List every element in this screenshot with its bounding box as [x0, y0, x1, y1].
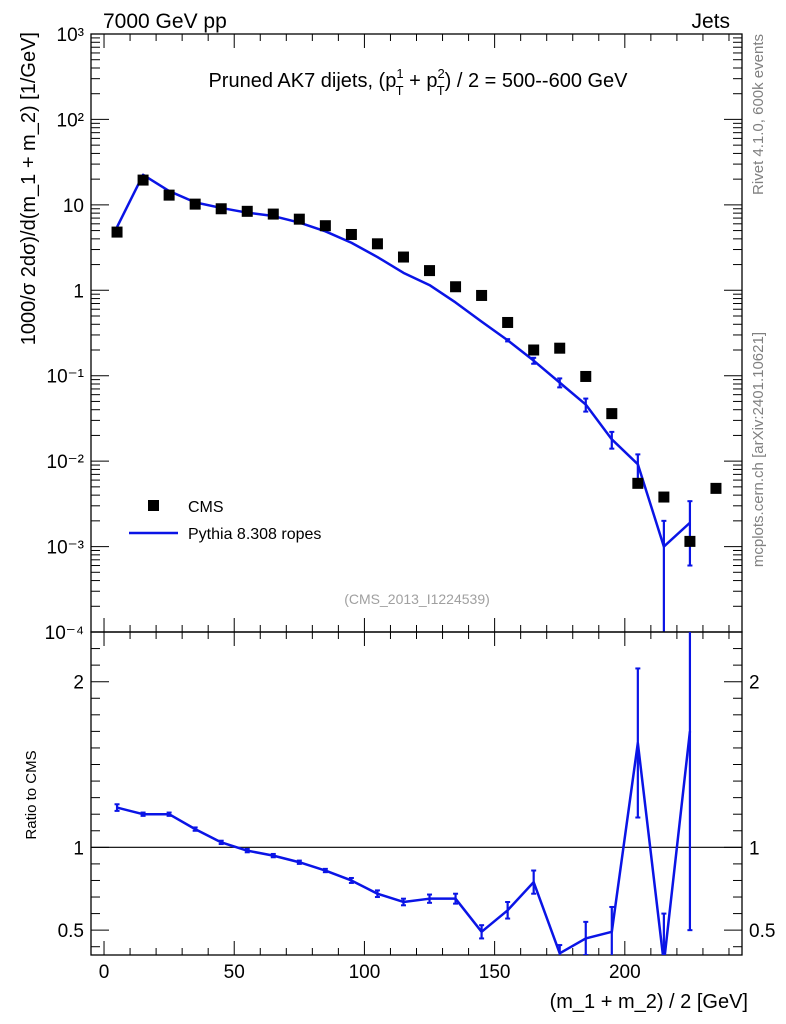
cms-data-point [658, 491, 670, 503]
cms-data-point [684, 535, 696, 547]
cms-data-point [345, 228, 357, 240]
ratio-y-axis-title: Ratio to CMS [23, 750, 40, 839]
ratio-y-tick-label-right: 1 [749, 838, 760, 859]
cms-data-point [397, 251, 409, 263]
cms-data-point [137, 174, 149, 186]
mc-line [115, 173, 691, 548]
cms-data-point [319, 220, 331, 232]
cms-data-point [450, 281, 462, 293]
ratio-x-tick-label: 150 [479, 962, 511, 983]
cms-data-point [424, 265, 436, 277]
x-axis-title: (m_1 + m_2) / 2 [GeV] [550, 991, 748, 1013]
title-sub1: T [396, 83, 404, 98]
cms-data-point [163, 189, 175, 201]
cms-data-point [241, 205, 253, 217]
title-sup2: 2 [437, 66, 444, 81]
ratio-y-tick-label-right: 0.5 [749, 921, 775, 942]
ratio-x-tick-label: 100 [349, 962, 381, 983]
main-y-tick-label: 10³ [57, 25, 84, 46]
ratio-y-tick-label: 2 [73, 673, 84, 694]
mcplots-label: mcplots.cern.ch [arXiv:2401.10621] [750, 332, 767, 567]
cms-data-point [606, 408, 618, 420]
collision-label: 7000 GeV pp [103, 10, 227, 33]
main-y-tick-label: 10⁻³ [47, 538, 85, 559]
main-y-tick-label: 10⁻² [47, 452, 85, 473]
cms-data-point [580, 370, 592, 382]
legend: CMS Pythia 8.308 ropes [129, 499, 321, 543]
main-y-tick-label: 1 [73, 281, 84, 302]
ratio-x-tick-label: 0 [99, 962, 110, 983]
rivet-version-label: Rivet 4.1.0, 600k events [750, 34, 767, 195]
cms-data-point [215, 203, 227, 215]
legend-label-cms: CMS [188, 499, 224, 516]
cms-data-point [528, 344, 540, 356]
cms-series [111, 174, 722, 547]
cms-data-point [111, 226, 123, 238]
cms-data-point [554, 342, 566, 354]
title-sub2: T [437, 83, 445, 98]
cms-data-point [710, 482, 722, 494]
process-label: Jets [691, 10, 730, 33]
title-plus: + p [404, 70, 438, 92]
cms-data-point [371, 238, 383, 250]
cms-data-point [189, 198, 201, 210]
ratio-y-tick-label-right: 2 [749, 673, 760, 694]
main-y-tick-label: 10⁻¹ [47, 367, 85, 388]
ratio-y-tick-label: 0.5 [58, 921, 84, 942]
main-y-tick-label: 10⁻⁴ [45, 623, 84, 644]
cms-data-point [476, 289, 488, 301]
main-y-axis-title: 1000/σ 2dσ)/d(m_1 + m_2) [1/GeV] [18, 32, 40, 345]
cms-data-point [267, 208, 279, 220]
legend-marker-cms [148, 500, 159, 511]
title-tail: ) / 2 = 500--600 GeV [445, 70, 629, 92]
cms-data-point [293, 213, 305, 225]
mc-series [115, 173, 693, 632]
main-plot-title: Pruned AK7 dijets, (p1 T + p2 T) / 2 = 500… [208, 66, 628, 98]
title-sup1: 1 [396, 66, 403, 81]
legend-label-mc: Pythia 8.308 ropes [188, 526, 321, 543]
ratio-x-tick-label: 50 [224, 962, 245, 983]
main-y-tick-label: 10 [63, 196, 84, 217]
title-lead: Pruned AK7 dijets, (p [208, 70, 396, 92]
ratio-plot: 0 50 100 150 200 0.5 0.5 1 1 2 2 [58, 631, 775, 983]
analysis-id-label: (CMS_2013_I1224539) [344, 591, 490, 607]
ratio-series [114, 632, 693, 955]
main-plot: 10⁻⁴ 10⁻³ 10⁻² 10⁻¹ 1 10 10² 10³ [45, 25, 743, 644]
ratio-y-tick-label: 1 [73, 838, 84, 859]
ratio-x-tick-label: 200 [609, 962, 641, 983]
cms-data-point [502, 316, 514, 328]
main-y-tick-label: 10² [57, 110, 84, 131]
cms-data-point [632, 477, 644, 489]
